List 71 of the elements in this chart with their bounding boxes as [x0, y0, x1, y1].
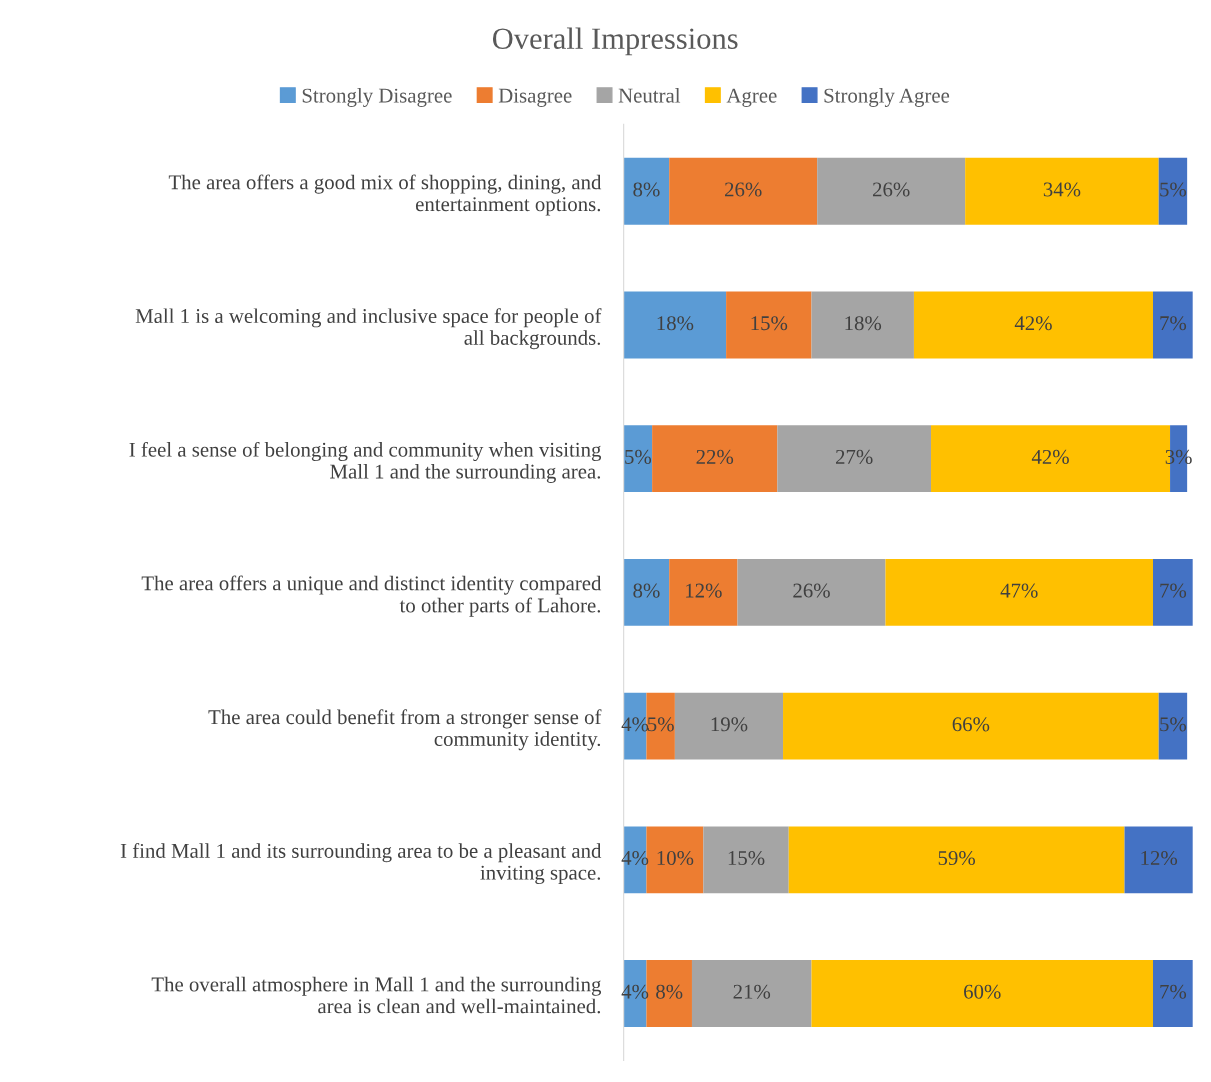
bar — [1152, 558, 1193, 626]
data-label: 12% — [686, 583, 722, 598]
bar — [817, 157, 966, 225]
data-label: 8% — [633, 182, 660, 197]
legend-label: Neutral — [618, 87, 681, 103]
data-label: 12% — [1141, 850, 1178, 866]
bar — [691, 960, 812, 1027]
bar — [811, 291, 914, 359]
legend-label: Strongly Disagree — [302, 87, 452, 107]
bar — [674, 692, 784, 760]
data-label: 59% — [938, 850, 976, 866]
bar — [1152, 291, 1193, 359]
data-label: 22% — [696, 449, 734, 464]
bar — [777, 425, 932, 493]
data-label: 47% — [1000, 583, 1038, 598]
data-label: 60% — [964, 984, 1001, 999]
data-label: 19% — [711, 717, 748, 732]
data-label: 21% — [733, 984, 771, 999]
data-label: 10% — [657, 850, 694, 866]
legend-label: Strongly Agree — [824, 87, 950, 107]
data-label: 26% — [873, 182, 910, 197]
bar — [623, 157, 670, 225]
data-label: 15% — [751, 316, 788, 331]
data-label: 5% — [1160, 182, 1187, 197]
data-label: 8% — [656, 984, 683, 999]
y-tick-label: I feel a sense of belonging and community when visiting Mall 1 and the surrounding area. — [129, 441, 602, 483]
y-tick-label: I find Mall 1 and its surrounding area to be a pleasant and inviting space. — [120, 843, 602, 885]
bar — [669, 558, 738, 626]
bar — [703, 826, 789, 894]
data-label: 18% — [845, 316, 882, 331]
data-label: 5% — [1160, 717, 1187, 732]
bar — [669, 157, 818, 225]
bar — [913, 291, 1153, 359]
data-label: 15% — [728, 850, 765, 866]
data-label: 5% — [647, 717, 674, 732]
legend-label: Agree — [726, 88, 777, 107]
data-label: 66% — [952, 717, 990, 732]
bar — [1124, 826, 1193, 894]
bar — [737, 558, 886, 626]
data-label: 26% — [793, 583, 830, 598]
y-tick-label: The area could benefit from a stronger sense of community identity. — [208, 709, 602, 751]
data-label: 8% — [633, 583, 660, 598]
data-label: 18% — [657, 316, 694, 331]
bar — [726, 291, 812, 359]
bar — [885, 558, 1153, 626]
bar — [652, 425, 778, 493]
bar — [1158, 692, 1188, 760]
legend-label: Disagree — [498, 88, 572, 107]
data-label: 5% — [625, 449, 652, 464]
data-label: 26% — [725, 182, 762, 197]
bar — [1152, 960, 1193, 1027]
data-label: 7% — [1160, 984, 1187, 999]
y-tick-label: The area offers a unique and distinct identity compared to other parts of Lahore. — [141, 575, 602, 617]
bar — [965, 157, 1159, 225]
chart-title: Overall Impressions — [492, 27, 738, 56]
y-tick-label: The overall atmosphere in Mall 1 and the surrounding area is clean and well-maintained. — [151, 976, 602, 1014]
data-label: 27% — [836, 449, 873, 464]
bar — [811, 960, 1153, 1027]
data-label: 7% — [1160, 316, 1187, 331]
bar — [1158, 157, 1188, 225]
data-label: 42% — [1014, 316, 1052, 331]
bar — [623, 425, 653, 493]
bar — [783, 692, 1159, 760]
bar — [788, 826, 1125, 894]
data-label: 34% — [1043, 182, 1081, 197]
bar — [623, 558, 670, 626]
bar — [623, 291, 727, 359]
y-tick-label: The area offers a good mix of shopping, dining, and entertainment options. — [168, 174, 602, 216]
data-label: 42% — [1031, 449, 1069, 464]
y-tick-label: Mall 1 is a welcoming and inclusive space for people of all backgrounds. — [135, 308, 602, 350]
data-label: 7% — [1160, 583, 1187, 598]
